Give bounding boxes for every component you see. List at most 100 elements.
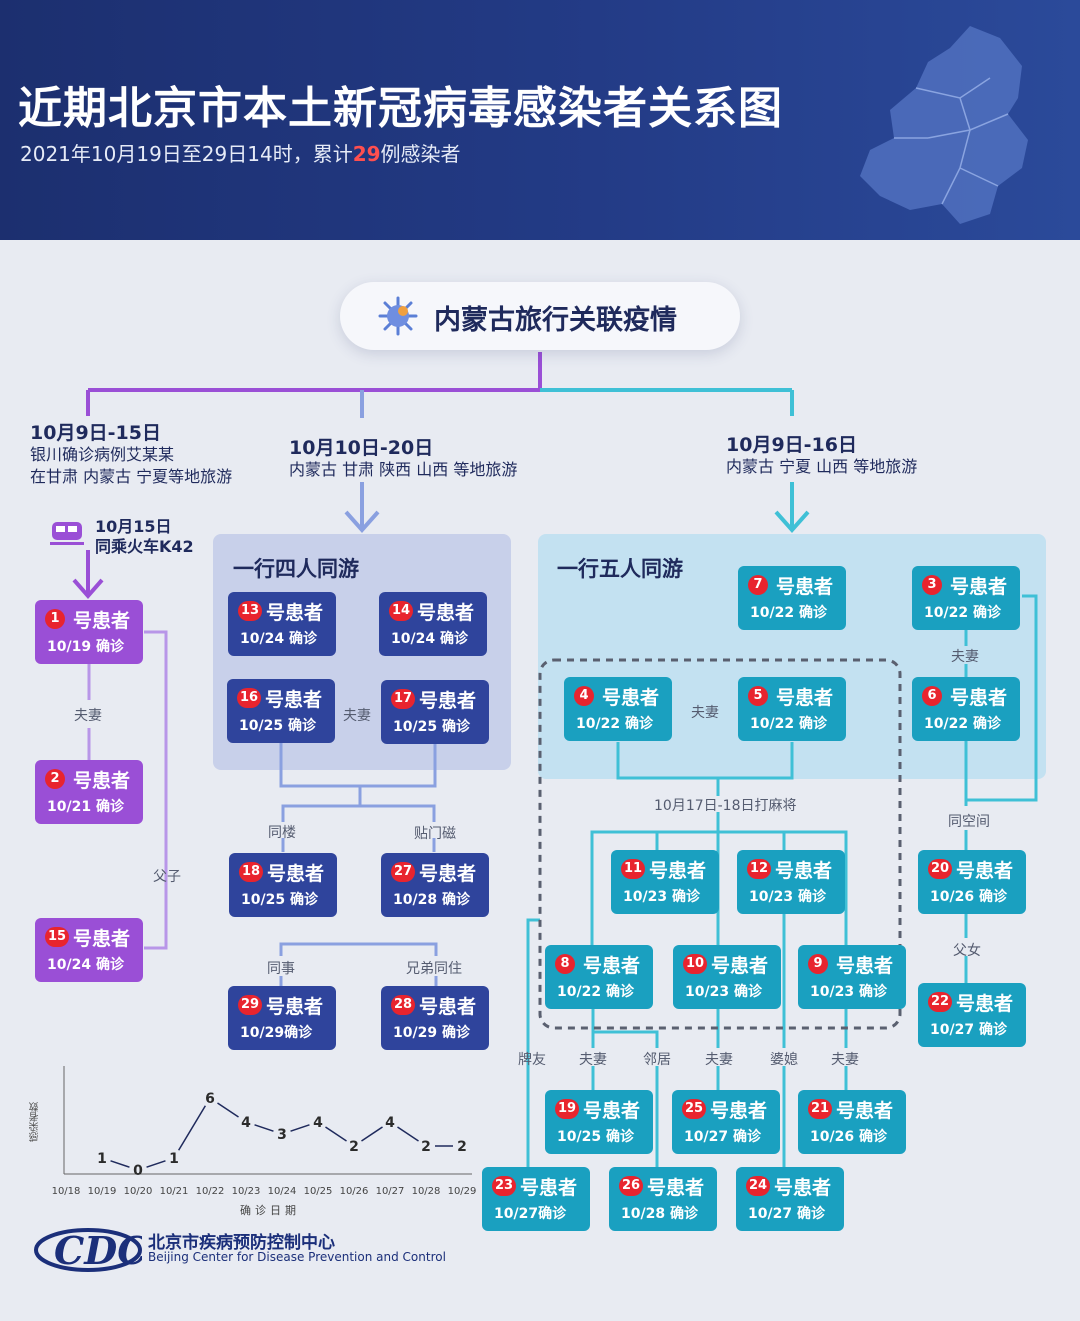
x-tick-label: 10/26 (340, 1186, 369, 1197)
train-date: 10月15日 (95, 517, 172, 536)
left-branch-line1: 银川确诊病例艾某某 (30, 445, 175, 464)
left-branch-line2: 在甘肃 内蒙古 宁夏等地旅游 (30, 467, 233, 486)
relation-couple-16-17: 夫妻 (343, 708, 371, 724)
daily-cases-chart: 10/18 10/19 10/20 10/21 10/22 10/23 10/24 10/25… (52, 1066, 477, 1197)
patient-20: 20 号患者 10/26 确诊 (918, 850, 1026, 914)
data-point-label: 4 (385, 1115, 395, 1131)
x-tick-label: 10/27 (376, 1186, 405, 1197)
patient-2: 2 号患者 10/21 确诊 (35, 760, 143, 824)
x-tick-label: 10/25 (304, 1186, 333, 1197)
relation-couple-1-2: 夫妻 (74, 708, 102, 724)
relation-mahjong: 10月17日-18日打麻将 (654, 798, 797, 814)
chart-line-segment (110, 1160, 130, 1168)
data-point-label: 3 (277, 1127, 287, 1143)
data-point-label: 2 (349, 1139, 359, 1155)
right-branch-date: 10月9日-16日 (726, 434, 857, 456)
x-tick-label: 10/28 (412, 1186, 441, 1197)
x-tick-label: 10/29 (448, 1186, 477, 1197)
relation-couple-8-19: 夫妻 (579, 1052, 607, 1068)
middle-branch-date: 10月10日-20日 (289, 437, 434, 459)
relation-card-friend: 牌友 (518, 1052, 546, 1068)
relation-in-laws: 婆媳 (770, 1052, 798, 1068)
relation-couple-10-25: 夫妻 (705, 1052, 733, 1068)
x-tick-label: 10/20 (124, 1186, 153, 1197)
patient-13: 13 号患者 10/24 确诊 (228, 592, 336, 656)
data-point-label: 2 (457, 1139, 467, 1155)
patient-9: 9 号患者 10/23 确诊 (798, 945, 906, 1009)
patient-17: 17 号患者 10/25 确诊 (381, 680, 489, 744)
data-point-label: 6 (205, 1091, 215, 1107)
patient-4: 4 号患者 10/22 确诊 (564, 677, 672, 741)
chart-line-segment (177, 1105, 207, 1151)
header-banner: 近期北京市本土新冠病毒感染者关系图 2021年10月19日至29日14时，累计2… (0, 0, 1080, 240)
right-branch-text: 内蒙古 宁夏 山西 等地旅游 (726, 457, 918, 476)
relation-colleague: 同事 (267, 961, 295, 977)
relation-father-son: 父子 (153, 869, 181, 885)
patient-19: 19 号患者 10/25 确诊 (545, 1090, 653, 1154)
data-point-label: 2 (421, 1139, 431, 1155)
patient-24: 24 号患者 10/27 确诊 (736, 1167, 844, 1231)
patient-12: 12 号患者 10/23 确诊 (737, 850, 845, 914)
chart-line-segment (217, 1102, 239, 1118)
relation-brothers: 兄弟同住 (406, 961, 462, 977)
svg-text:CDC: CDC (54, 1228, 142, 1273)
chart-x-label: 确诊日期 (240, 1204, 300, 1217)
patient-29: 29 号患者 10/29确诊 (228, 986, 336, 1050)
group-four-title: 一行四人同游 (233, 557, 359, 581)
case-count: 29 (352, 142, 381, 166)
patient-18: 18 号患者 10/25 确诊 (229, 853, 337, 917)
x-tick-label: 10/19 (88, 1186, 117, 1197)
chart-line-segment (325, 1126, 347, 1142)
outbreak-title: 内蒙古旅行关联疫情 (434, 305, 677, 336)
patient-27: 27 号患者 10/28 确诊 (381, 853, 489, 917)
patient-22: 22 号患者 10/27 确诊 (918, 983, 1026, 1047)
beijing-map-icon (860, 26, 1028, 224)
patient-8: 8 号患者 10/22 确诊 (545, 945, 653, 1009)
patient-15: 15 号患者 10/24 确诊 (35, 918, 143, 982)
left-branch-date: 10月9日-15日 (30, 422, 161, 444)
relation-neighbor: 邻居 (643, 1052, 671, 1068)
chart-line-segment (146, 1160, 166, 1168)
relation-stickers: 贴门磁 (414, 826, 456, 842)
train-icon (50, 522, 84, 545)
x-tick-label: 10/18 (52, 1186, 81, 1197)
data-point-label: 1 (97, 1151, 107, 1167)
data-point-label: 4 (241, 1115, 251, 1131)
x-tick-label: 10/22 (196, 1186, 225, 1197)
relation-couple-4-5: 夫妻 (691, 705, 719, 721)
virus-icon (378, 296, 418, 336)
data-point-label: 4 (313, 1115, 323, 1131)
chart-line-segment (254, 1124, 274, 1132)
patient-10: 10 号患者 10/23 确诊 (673, 945, 781, 1009)
cdc-name-en: Beijing Center for Disease Prevention an… (148, 1250, 446, 1264)
middle-branch-text: 内蒙古 甘肃 陕西 山西 等地旅游 (289, 460, 518, 479)
outbreak-title-pill: 内蒙古旅行关联疫情 (340, 282, 740, 350)
cdc-name-cn: 北京市疾病预防控制中心 (148, 1233, 335, 1253)
cdc-logo-icon: CDC (34, 1228, 142, 1273)
x-tick-label: 10/21 (160, 1186, 189, 1197)
patient-26: 26 号患者 10/28 确诊 (609, 1167, 717, 1231)
relation-same-space: 同空间 (948, 814, 990, 830)
patient-23: 23 号患者 10/27确诊 (482, 1167, 590, 1231)
patient-14: 14 号患者 10/24 确诊 (379, 592, 487, 656)
chart-y-label: 感染者数 (30, 1102, 41, 1142)
patient-6: 6 号患者 10/22 确诊 (912, 677, 1020, 741)
relation-couple-3-6: 夫妻 (951, 649, 979, 665)
chart-line-segment (290, 1124, 310, 1132)
patient-11: 11 号患者 10/23 确诊 (611, 850, 719, 914)
page-title: 近期北京市本土新冠病毒感染者关系图 (18, 83, 783, 134)
patient-7: 7 号患者 10/22 确诊 (738, 566, 846, 630)
relation-couple-9-21: 夫妻 (831, 1052, 859, 1068)
patient-3: 3 号患者 10/22 确诊 (912, 566, 1020, 630)
patient-21: 21 号患者 10/26 确诊 (798, 1090, 906, 1154)
data-point-label: 1 (169, 1151, 179, 1167)
relation-same-building: 同楼 (268, 825, 296, 841)
patient-25: 25 号患者 10/27 确诊 (672, 1090, 780, 1154)
group-five-title: 一行五人同游 (557, 557, 683, 581)
relation-father-daughter: 父女 (953, 943, 981, 959)
x-tick-label: 10/23 (232, 1186, 261, 1197)
patient-16: 16 号患者 10/25 确诊 (227, 679, 335, 743)
train-text: 同乘火车K42 (95, 537, 194, 556)
page-subtitle: 2021年10月19日至29日14时，累计29例感染者 (20, 142, 461, 166)
